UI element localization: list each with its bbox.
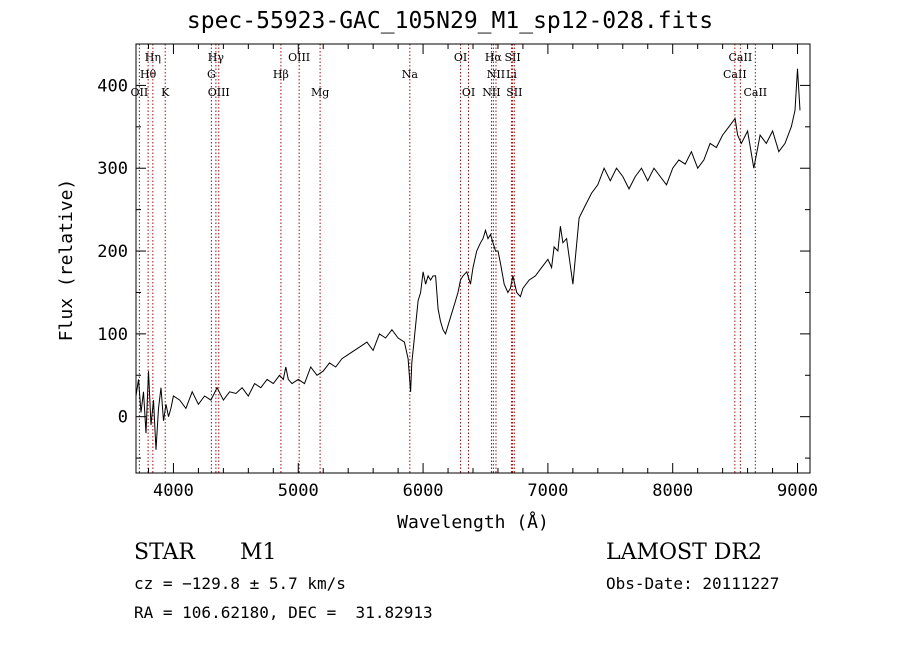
spectrum-series-line [135,68,801,450]
x-axis-ticks: 4000 5000 6000 7000 8000 9000 [147,44,818,501]
line-marker-label-18: SII [506,86,522,99]
line-marker-label-14: SII [504,51,520,64]
x-tick-label-3: 7000 [527,481,568,501]
y-tick-label-0: 0 [118,408,128,428]
line-marker-label-6: OIII [208,86,230,99]
x-tick-label-5: 9000 [777,481,818,501]
line-marker-label-19: CaII [729,51,753,64]
y-tick-label-3: 300 [97,159,128,179]
y-tick-label-1: 100 [97,325,128,345]
line-marker-label-17: NII [482,86,500,99]
object-subclass: M1 [240,540,277,565]
line-marker-label-7: OIII [288,51,310,64]
obs-date: Obs-Date: 20111227 [606,574,780,593]
line-marker-label-2: OII [131,86,149,99]
line-marker-label-20: CaII [723,68,747,81]
object-class: STAR [134,540,195,565]
line-marker-label-10: Na [402,68,419,81]
x-tick-label-1: 5000 [278,481,319,501]
y-tick-label-2: 200 [97,242,128,262]
line-marker-label-4: Hγ [208,51,225,64]
line-marker-label-15: NII [487,68,505,81]
y-axis-label: Flux (relative) [56,179,77,342]
x-tick-label-4: 8000 [652,481,693,501]
y-tick-label-4: 400 [97,76,128,96]
line-marker-label-9: Mg [311,86,329,99]
y-axis-ticks: 0 100 200 300 400 [97,43,810,459]
coordinates: RA = 106.62180, DEC = 31.82913 [134,603,433,622]
redshift-value: cz = −129.8 ± 5.7 km/s [134,574,346,593]
plot-frame [135,43,811,474]
line-marker-label-1: Hθ [140,68,157,81]
line-marker-label-13: Hα [485,51,503,64]
line-marker-label-12: OI [462,86,475,99]
line-markers [138,44,756,473]
line-marker-label-8: Hβ [273,68,289,81]
x-axis-label: Wavelength (Å) [397,511,549,533]
survey-name: LAMOST DR2 [606,540,762,565]
line-marker-label-16: Li [506,68,517,81]
line-marker-label-0: Hη [145,51,161,64]
line-marker-label-5: G [207,68,216,81]
line-marker-label-21: CaII [743,86,767,99]
x-tick-label-2: 6000 [403,481,444,501]
line-marker-label-3: K [161,86,170,99]
x-tick-label-0: 4000 [153,481,194,501]
line-marker-label-11: OI [454,51,467,64]
chart-title: spec-55923-GAC_105N29_M1_sp12-028.fits [186,8,714,34]
